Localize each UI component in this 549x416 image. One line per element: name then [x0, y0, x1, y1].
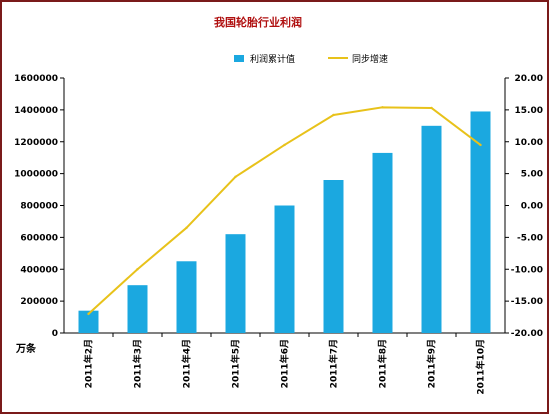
right-tick-label: 0.00	[521, 202, 543, 212]
left-tick-label: 1400000	[14, 106, 58, 116]
x-tick-label: 2011年5月	[230, 339, 242, 388]
right-tick-label: -20.00	[511, 329, 543, 339]
bar	[225, 234, 246, 333]
chart-title: 我国轮胎行业利润	[214, 15, 302, 29]
bar	[176, 261, 197, 333]
line-point	[332, 113, 335, 117]
left-tick-label: 1200000	[14, 138, 58, 148]
legend-swatch-bar	[234, 55, 244, 62]
left-tick-label: 400000	[20, 265, 58, 275]
line-point	[381, 106, 384, 109]
right-axis-ticks: -20.00 -15.00 -10.00 -5.00 0.00 5.00 10.00 15.0…	[505, 74, 543, 339]
x-tick-label: 2011年9月	[426, 339, 438, 388]
bar	[421, 125, 442, 333]
right-tick-label: 10.00	[515, 138, 543, 148]
x-axis-ticks: 2011年2月 2011年3月 2011年4月 2011年5月 2011年6月 2011年…	[83, 333, 487, 395]
right-tick-label: 20.00	[515, 74, 543, 84]
right-tick-label: -15.00	[511, 297, 543, 307]
left-axis-ticks: 0 200000 400000 600000 800000 1000000 1200000 1…	[14, 74, 64, 339]
line-point	[87, 312, 90, 316]
right-tick-label: -10.00	[511, 265, 543, 275]
line-point	[185, 226, 188, 230]
x-tick-label: 2011年6月	[279, 339, 291, 388]
bar	[470, 111, 491, 333]
line-point	[430, 106, 433, 110]
right-tick-label: 15.00	[515, 106, 543, 116]
left-tick-label: 600000	[20, 233, 58, 243]
x-tick-label: 2011年3月	[132, 339, 144, 388]
bar	[78, 310, 99, 333]
x-tick-label: 2011年4月	[181, 339, 193, 388]
bar-series	[78, 111, 491, 333]
x-tick-label: 2011年2月	[83, 339, 95, 388]
left-tick-label: 1600000	[14, 74, 58, 84]
bar	[372, 152, 393, 333]
y-unit-label: 万条	[15, 342, 37, 355]
left-tick-label: 0	[52, 329, 58, 339]
x-tick-label: 2011年10月	[475, 339, 487, 395]
line-point	[479, 143, 482, 147]
bar	[323, 180, 344, 333]
right-tick-label: 5.00	[521, 170, 543, 180]
x-tick-label: 2011年7月	[328, 339, 340, 388]
left-tick-label: 200000	[20, 297, 58, 307]
line-point	[136, 268, 139, 271]
bar	[274, 205, 295, 333]
line-series	[87, 106, 482, 316]
left-tick-label: 800000	[20, 202, 58, 212]
bar	[127, 285, 148, 333]
right-tick-label: -5.00	[517, 233, 543, 243]
line-point	[234, 175, 237, 179]
legend-label-line: 同步增速	[352, 53, 388, 65]
line-point	[283, 143, 286, 147]
legend-label-bar: 利润累计值	[250, 53, 295, 65]
x-tick-label: 2011年8月	[377, 339, 389, 388]
left-tick-label: 1000000	[14, 170, 58, 180]
legend: 利润累计值 同步增速	[234, 53, 388, 65]
